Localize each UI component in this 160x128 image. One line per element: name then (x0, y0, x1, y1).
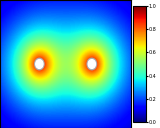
Circle shape (36, 60, 43, 68)
Circle shape (35, 58, 44, 70)
Circle shape (87, 58, 96, 70)
Circle shape (88, 60, 96, 68)
